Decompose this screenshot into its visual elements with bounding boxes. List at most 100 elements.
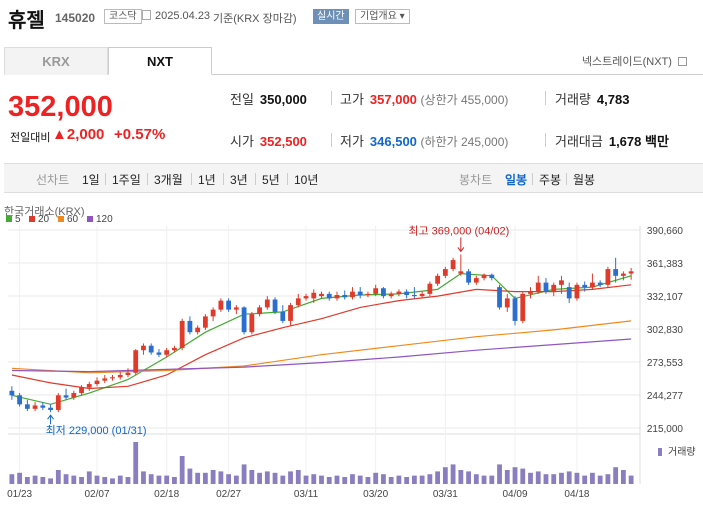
realtime-button[interactable]: 실시간 [313,9,349,24]
volume-bar [566,471,572,484]
candle-body [110,377,115,379]
legend-swatch [58,216,64,222]
volume-bar [520,468,526,484]
stat-prev-label: 전일 [230,92,254,107]
candle-body [597,282,603,285]
volume-bar [202,472,208,484]
period-10y[interactable]: 10년 [294,173,319,187]
tab-nxt[interactable]: NXT [108,47,212,75]
stock-chart[interactable]: 한국거래소(KRX) 5 20 60 120 390,660 361,383 332,10… [0,195,703,508]
corp-info-dropdown[interactable]: 기업개요 ▾ [355,9,410,24]
candle-body [172,347,177,351]
calendar-icon [142,10,151,20]
candle-body [350,291,355,298]
volume-bar [628,475,634,484]
grid: 390,660 361,383 332,107 302,830 273,553 244,2… [8,226,683,484]
y-tick-label: 361,383 [647,259,684,270]
candle-body [326,293,332,299]
legend-label: 60 [67,214,79,225]
x-axis: 01/23 02/07 02/18 02/27 03/11 03/20 03/31 04/09… [7,489,590,500]
volume-bar [396,475,402,484]
candle-body [295,298,301,306]
period-3y[interactable]: 3년 [230,173,248,187]
stat-high-label: 고가 [340,92,364,107]
volume-bar [381,474,386,484]
candle-body [117,375,123,378]
candle-body [497,287,502,308]
period-1d[interactable]: 1일 [82,173,100,187]
period-daily[interactable]: 일봉 [505,173,528,187]
candle-body [187,320,193,333]
volume-bar [141,471,146,484]
stat-open-value: 352,500 [259,134,307,149]
candle-body [63,395,69,398]
volume-bar [218,471,224,484]
volume-bar [365,477,371,484]
divider [287,173,288,185]
x-tick-label: 04/18 [564,489,589,500]
legend-swatch [87,216,93,222]
candle-body [427,283,433,294]
volume-bar [156,475,162,484]
current-price: 352,000 [8,91,113,123]
candle-body [528,291,533,294]
volume-bar [504,470,510,484]
volume-bar [172,477,177,484]
period-5y[interactable]: 5년 [262,173,280,187]
volume-bar [233,475,239,484]
market-badge: 코스닥 [104,9,142,24]
divider [255,173,256,185]
volume-bar [48,478,53,484]
x-tick-label: 04/09 [503,489,528,500]
tab-krx[interactable]: KRX [4,47,108,75]
stat-low: 저가 346,500 (하한가 245,000) [340,131,508,150]
volume-bar [94,475,100,484]
volume-bar [117,475,123,484]
info-icon[interactable] [678,57,687,66]
candle-body [210,309,216,317]
nextrade-link[interactable]: 넥스트레이드(NXT) [582,53,687,69]
candle-body [334,294,340,299]
candle-body [141,345,146,351]
candle-body [613,269,619,276]
volume-bar [40,477,46,484]
volume-bar [551,474,557,484]
candle-body [241,307,247,333]
stat-high: 고가 357,000 (상한가 455,000) [340,89,508,108]
volume-bar [187,468,193,484]
volume-bar [442,467,448,484]
period-1w[interactable]: 1주일 [112,173,141,187]
candle-body [520,293,526,321]
volume-bar [9,474,15,484]
candle-chart-label: 봉차트 [459,173,493,187]
volume-bar [133,442,139,484]
volume-bar [497,464,502,484]
candle-body [156,352,162,355]
x-tick-label: 02/27 [216,489,241,500]
candles [9,254,634,413]
high-annotation: 최고 369,000 (04/02) [408,224,509,237]
period-1y[interactable]: 1년 [198,173,216,187]
candle-body [55,395,61,410]
period-monthly[interactable]: 월봉 [573,173,596,187]
x-tick-label: 02/07 [85,489,110,500]
candle-body [288,305,293,321]
volume-bar [249,470,255,484]
period-3m[interactable]: 3개월 [154,173,183,187]
volume-bar [71,475,77,484]
candle-body [233,307,239,310]
volume-bar [303,475,309,484]
volume-bar [272,472,278,484]
candle-body [365,293,371,295]
candle-body [303,296,309,299]
period-weekly[interactable]: 주봉 [539,173,562,187]
candle-body [148,345,154,353]
volume-bar [357,475,363,484]
divider [545,133,546,147]
candle-body [40,405,46,408]
ma-line-60 [11,320,632,374]
stat-open: 시가 352,500 [230,131,307,150]
volume-bar [241,464,247,484]
basis: 기준(KRX 장마감) [213,13,297,25]
volume-bar [326,477,332,484]
